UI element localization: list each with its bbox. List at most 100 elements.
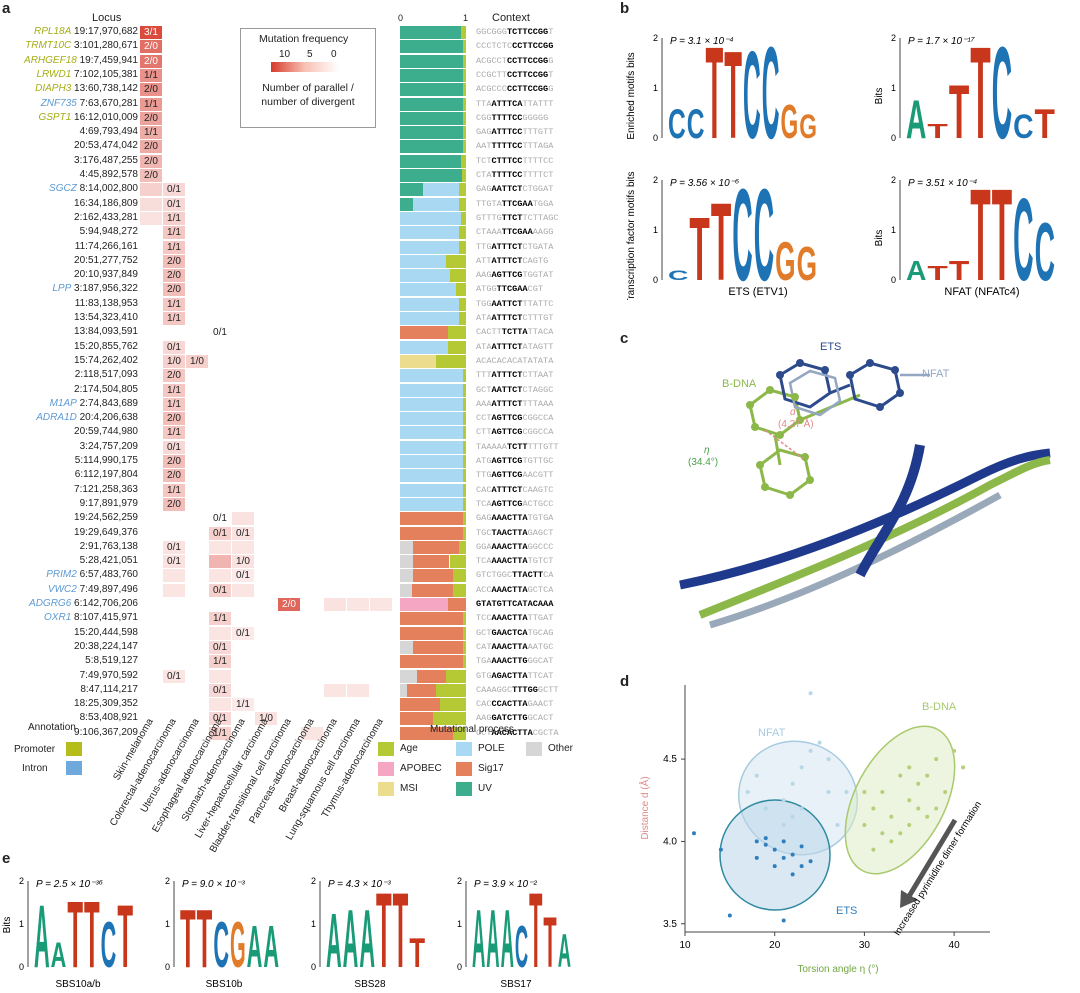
point-ets [772, 864, 777, 869]
process-swatch-apobec [378, 762, 394, 776]
process-segment-age [463, 83, 466, 97]
context-sequence: TCTCTTTCCTTTTCC [476, 156, 553, 166]
context-post: TTACA [527, 327, 554, 338]
d-label-bdna: B-DNA [922, 701, 957, 713]
context-post: TTCAT [527, 670, 554, 681]
process-segment-sig17 [400, 655, 464, 669]
process-segment-age [459, 226, 466, 240]
e2-pvalue: P = 4.3 × 10⁻³ [328, 879, 391, 890]
context-sequence: CTATTTTCCTTTTCT [476, 170, 553, 180]
heatmap-cell: 1/1 [209, 726, 231, 740]
point-bdna [934, 806, 939, 811]
e3-letter: A [501, 891, 514, 984]
context-core: TTCGAA [501, 198, 533, 209]
e2-name: SBS28 [354, 979, 386, 990]
context-pre: CCCTCTC [476, 41, 513, 52]
locus-coordinate: 6:57,483,760 [79, 569, 138, 581]
point-ets [718, 847, 723, 852]
e0-ytick: 0 [19, 962, 24, 972]
b-ylabel-right-top: Bits [874, 88, 885, 105]
heatmap-cell [301, 726, 323, 740]
process-segment-age [463, 469, 466, 483]
context-sequence: AAGAGTTCGTGGTAT [476, 270, 553, 280]
locus-coordinate: 5:114,990,175 [74, 455, 138, 466]
point-nfat [808, 691, 813, 696]
context-sequence: ATAATTTCTATAGTT [476, 342, 553, 352]
b0-letter: G [781, 95, 799, 149]
gene-name: PRIM2 [46, 569, 77, 581]
locus-label: 9:17,891,979 [2, 498, 138, 509]
locus-coordinate: 13:60,738,142 [74, 83, 138, 95]
process-segment-other [400, 683, 407, 697]
context-sequence: GTGAGACTTATTCAT [476, 671, 553, 681]
legend-tick-0: 0 [331, 49, 337, 60]
gene-name: ADRA1D [36, 412, 77, 424]
context-sequence: TAAAAATCTTTTTGTT [476, 442, 559, 452]
point-ets [808, 859, 813, 864]
process-segment-age [460, 26, 466, 39]
panel-c-structure: ETS NFAT B-DNA d (4.27 Å) η (34.4°) [679, 341, 1051, 629]
process-segment-age [462, 54, 466, 68]
locus-label: LPP 3:187,956,322 [2, 283, 138, 294]
context-post: GAGCT [527, 527, 554, 538]
context-core: TTTTCC [491, 112, 523, 123]
locus-label: 19:29,649,376 [2, 527, 138, 538]
process-bar [400, 340, 466, 354]
heatmap-cell [209, 540, 231, 554]
locus-coordinate: 8:14,002,800 [79, 183, 138, 195]
context-pre: AAG [476, 713, 492, 724]
point-bdna [871, 847, 876, 852]
process-bar [400, 140, 466, 154]
gene-name: ZNF735 [40, 97, 77, 109]
locus-coordinate: 5:94,948,272 [79, 226, 138, 238]
heatmap-cell [347, 683, 369, 697]
b-ylabel-bottom: Transcription factor motifs bits [626, 171, 637, 300]
locus-coordinate: 15:20,444,598 [74, 626, 138, 638]
heatmap-cell: 2/0 [163, 455, 185, 468]
e3-letter: T [543, 904, 556, 983]
context-sequence: GGCGGGTCTTCCGGT [476, 27, 553, 37]
process-bar [400, 397, 466, 411]
context-sequence: ACACACACATATATA [476, 356, 553, 366]
e2-ytick: 0 [311, 962, 316, 972]
heatmap-cell: 0/1 [209, 712, 231, 726]
process-bar [400, 626, 466, 640]
locus-label: 19:24,562,259 [2, 512, 138, 523]
context-post: G [548, 55, 554, 66]
locus-label: 3:24,757,209 [2, 441, 138, 452]
process-segment-age [463, 512, 466, 526]
gene-name: GSPT1 [38, 111, 72, 123]
locus-label: ARHGEF18 19:7,459,941 [2, 55, 138, 66]
c-label-d: d [790, 407, 796, 418]
process-segment-sig17 [400, 726, 453, 740]
context-post: GGCCC [527, 541, 554, 552]
panel-label-d: d [620, 673, 630, 690]
process-bar [400, 297, 466, 311]
context-pre: TTGTA [476, 198, 502, 209]
context-post: T [548, 27, 554, 37]
locus-label: 5:94,948,272 [2, 226, 138, 237]
e0-name: SBS10a/b [55, 979, 100, 990]
process-segment-other [400, 583, 412, 597]
process-bar [400, 440, 466, 454]
heatmap-cell: 1/1 [140, 97, 162, 111]
point-bdna [934, 757, 939, 762]
context-pre: TTT [476, 370, 492, 381]
e0-letter: T [67, 881, 83, 988]
e-ylabel: Bits [2, 917, 13, 934]
locus-label: 5:8,519,127 [2, 655, 138, 666]
b3-letter: T [992, 161, 1012, 300]
process-bar [400, 412, 466, 426]
locus-label: OXR1 8:107,415,971 [2, 612, 138, 623]
heatmap-cell: 1/1 [232, 698, 254, 712]
process-label-apobec: APOBEC [400, 763, 442, 774]
context-pre: TCC [476, 613, 492, 624]
context-core: AAACTTA [491, 641, 528, 652]
context-core: ATTTCT [491, 370, 523, 381]
locus-label: 2:118,517,093 [2, 369, 138, 380]
point-ets [754, 839, 759, 844]
process-segment-age [463, 426, 466, 440]
process-bar [400, 555, 466, 569]
process-segment-uv [400, 40, 463, 54]
context-core: CCTTCCGG [512, 41, 554, 52]
